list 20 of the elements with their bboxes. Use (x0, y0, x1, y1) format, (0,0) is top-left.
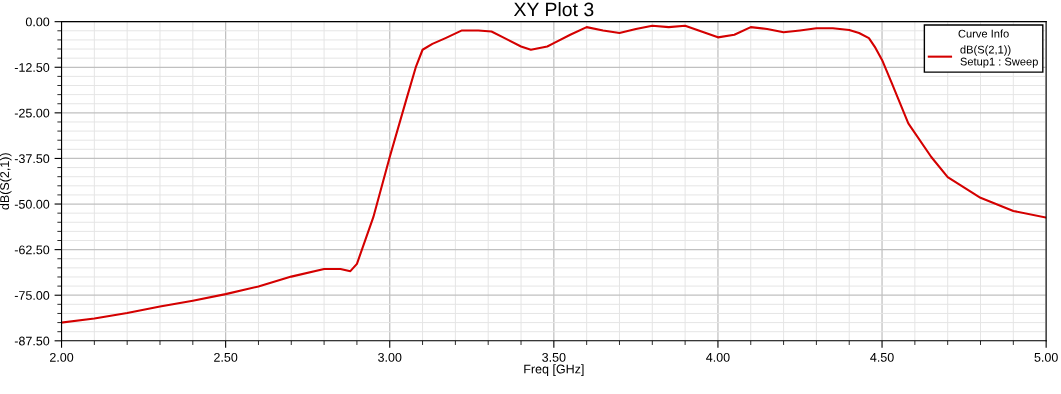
y-tick-label: -62.50 (14, 245, 50, 255)
y-tick-label: -37.50 (14, 154, 50, 164)
y-tick-label: -75.00 (14, 291, 50, 300)
y-axis-title: dB(S(2,1)) (0, 153, 12, 210)
y-tick-label: -25.00 (14, 108, 50, 118)
y-tick-label: -87.50 (14, 336, 50, 346)
y-tick-label: -50.00 (14, 199, 50, 209)
legend-label: dB(S(2,1)) Setup1 : Sweep (960, 45, 1038, 68)
x-tick-label: 4.00 (706, 352, 730, 362)
chart-title: XY Plot 3 (513, 2, 594, 17)
y-tick-label: -12.50 (14, 63, 50, 72)
x-tick-label: 3.50 (542, 352, 566, 362)
x-tick-label: 4.50 (870, 352, 894, 362)
x-tick-label: 3.00 (378, 352, 402, 362)
legend-title: Curve Info (958, 29, 1009, 38)
x-tick-label: 2.50 (214, 352, 238, 362)
x-tick-label: 5.00 (1034, 352, 1058, 362)
x-axis-title: Freq [GHz] (524, 364, 584, 376)
x-tick-label: 2.00 (50, 352, 74, 362)
y-tick-label: 0.00 (25, 17, 50, 27)
